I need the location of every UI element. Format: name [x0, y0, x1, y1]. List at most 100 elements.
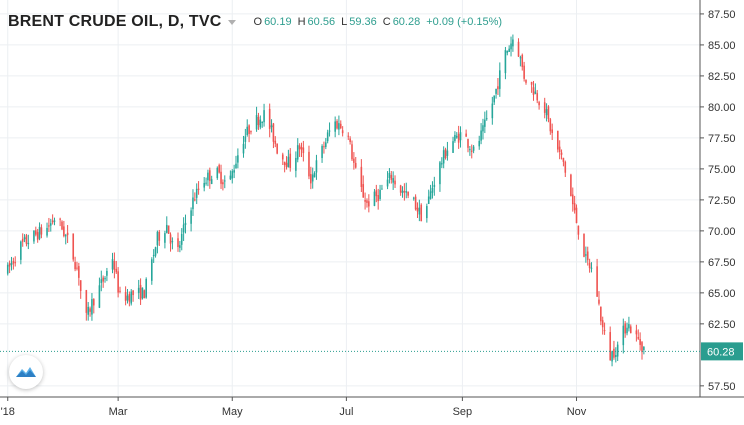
candle-body [491, 103, 494, 119]
candle-body [8, 263, 11, 267]
candle-body [495, 88, 497, 94]
candle-body [244, 136, 247, 142]
candle-body [547, 106, 550, 119]
candle-body [192, 197, 194, 210]
candle-body [465, 133, 467, 137]
candle-body [203, 182, 205, 188]
candle-body [268, 108, 271, 129]
candle-body [588, 262, 591, 269]
candle-body [379, 189, 381, 199]
symbol-title[interactable]: BRENT CRUDE OIL, D, TVC [8, 13, 222, 30]
candle-body [190, 210, 192, 224]
candle-body [484, 119, 486, 127]
candle-body [66, 232, 69, 236]
candle-body [485, 118, 488, 120]
candle-body [611, 351, 613, 362]
candle-body [295, 157, 297, 171]
candle-body [558, 146, 561, 152]
candle-body [455, 135, 458, 138]
candle-body [78, 266, 80, 278]
candle-body [482, 125, 484, 132]
candle-body [534, 91, 537, 94]
candle-body [197, 188, 200, 190]
candle-body [25, 235, 28, 244]
candle-body [368, 201, 370, 207]
candle-body [325, 142, 327, 147]
candle-body [375, 190, 378, 197]
candle-body [377, 195, 379, 202]
candle-body [164, 233, 166, 243]
candle-body [390, 174, 393, 180]
candle-body [233, 170, 235, 173]
candle-body [321, 146, 323, 159]
candle-body [119, 290, 121, 292]
candle-body [205, 182, 207, 184]
candle-body [111, 259, 114, 270]
candle-body [470, 150, 473, 152]
candle-body [414, 196, 417, 210]
candle-body [508, 48, 510, 52]
last-price-label: 60.28 [707, 346, 735, 358]
candle-body [89, 308, 91, 312]
candle-body [499, 70, 501, 89]
candle-body [637, 336, 640, 339]
candle-body [536, 93, 539, 101]
y-tick-label: 87.50 [708, 9, 736, 21]
candle-body [156, 231, 159, 246]
candle-body [394, 180, 396, 185]
candle-body [313, 172, 316, 178]
candle-body [102, 277, 104, 282]
candle-body [334, 121, 336, 132]
candle-body [506, 51, 509, 53]
candle-body [272, 123, 275, 142]
candle-body [53, 220, 56, 222]
candle-body [573, 203, 576, 211]
candle-body [624, 323, 626, 334]
x-tick-label: May [222, 406, 243, 418]
candle-body [583, 233, 585, 257]
tradingview-logo[interactable] [9, 355, 43, 389]
candle-body [235, 163, 237, 169]
candle-body [281, 154, 284, 160]
candle-body [270, 125, 273, 128]
candle-body [231, 171, 234, 179]
candle-body [497, 86, 499, 90]
candle-body [427, 196, 430, 204]
candle-body [104, 278, 106, 280]
candle-body [629, 326, 632, 334]
candle-body [596, 266, 598, 297]
candle-body [302, 147, 305, 154]
candle-body [442, 150, 445, 164]
candle-body [237, 155, 239, 163]
candle-body [106, 270, 108, 276]
candle-body [287, 156, 290, 168]
candle-body [519, 57, 522, 59]
chevron-down-icon[interactable] [227, 19, 236, 25]
candle-body [366, 200, 368, 203]
candle-body [328, 130, 331, 132]
candle-body [261, 121, 263, 123]
candle-body [521, 54, 524, 67]
candle-body [360, 166, 363, 187]
candle-body [354, 162, 357, 168]
candle-body [141, 287, 144, 299]
candle-body [300, 147, 303, 150]
candle-body [171, 241, 174, 243]
ohlc-high: H 60.56 [297, 16, 336, 28]
candle-body [283, 161, 286, 166]
candle-body [532, 87, 535, 95]
candle-body [151, 259, 153, 281]
candle-body [246, 126, 249, 136]
y-tick-label: 62.50 [708, 319, 736, 331]
candle-body [635, 330, 638, 335]
candle-body [35, 230, 37, 235]
candle-body [441, 163, 443, 165]
candle-body [641, 342, 643, 353]
candle-body [364, 199, 366, 202]
candle-body [433, 184, 436, 188]
candle-body [362, 184, 365, 198]
candle-body [218, 165, 220, 173]
candle-body [577, 225, 580, 235]
